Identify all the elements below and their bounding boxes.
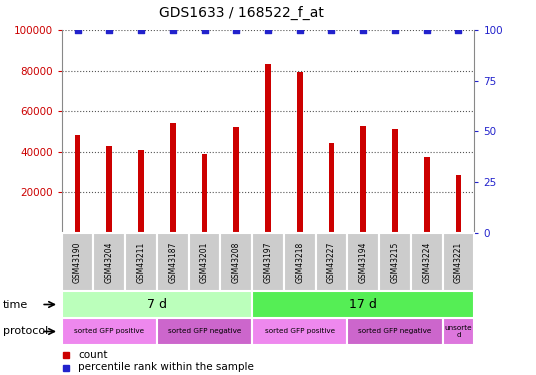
Text: GSM43187: GSM43187	[168, 241, 177, 283]
Text: GDS1633 / 168522_f_at: GDS1633 / 168522_f_at	[159, 6, 324, 20]
Point	[73, 27, 82, 33]
Bar	[62, 233, 93, 291]
Bar	[329, 142, 334, 233]
Point	[454, 27, 463, 33]
Bar	[138, 150, 144, 233]
Point	[200, 27, 209, 33]
Text: GSM43190: GSM43190	[73, 241, 82, 283]
Bar	[443, 318, 474, 345]
Bar	[424, 157, 429, 233]
Bar	[170, 123, 176, 233]
Bar	[443, 233, 474, 291]
Point	[264, 27, 272, 33]
Point	[137, 27, 145, 33]
Bar	[189, 233, 220, 291]
Bar	[233, 128, 239, 233]
Point	[295, 27, 304, 33]
Text: GSM43215: GSM43215	[391, 241, 399, 283]
Bar	[157, 318, 252, 345]
Text: GSM43224: GSM43224	[422, 241, 431, 283]
Text: GSM43211: GSM43211	[137, 242, 145, 283]
Bar	[347, 318, 443, 345]
Text: percentile rank within the sample: percentile rank within the sample	[78, 363, 254, 372]
Bar	[297, 72, 303, 233]
Text: sorted GFP negative: sorted GFP negative	[358, 328, 431, 334]
Bar	[252, 291, 474, 318]
Bar	[379, 233, 411, 291]
Bar	[265, 64, 271, 233]
Bar	[456, 175, 461, 233]
Text: sorted GFP negative: sorted GFP negative	[168, 328, 241, 334]
Bar	[392, 129, 398, 233]
Text: GSM43221: GSM43221	[454, 242, 463, 283]
Text: sorted GFP positive: sorted GFP positive	[265, 328, 335, 334]
Bar	[252, 233, 284, 291]
Bar	[62, 318, 157, 345]
Point	[391, 27, 399, 33]
Text: GSM43194: GSM43194	[359, 241, 368, 283]
Point	[422, 27, 431, 33]
Text: sorted GFP positive: sorted GFP positive	[74, 328, 144, 334]
Point	[168, 27, 177, 33]
Bar	[75, 135, 80, 233]
Text: protocol: protocol	[3, 327, 48, 336]
Bar	[125, 233, 157, 291]
Bar	[220, 233, 252, 291]
Text: count: count	[78, 350, 108, 360]
Bar	[93, 233, 125, 291]
Point	[359, 27, 368, 33]
Text: 7 d: 7 d	[147, 298, 167, 311]
Bar	[252, 318, 347, 345]
Text: unsorte
d: unsorte d	[445, 325, 472, 338]
Text: GSM43218: GSM43218	[295, 242, 304, 283]
Bar	[411, 233, 443, 291]
Text: GSM43204: GSM43204	[105, 241, 114, 283]
Point	[327, 27, 336, 33]
Bar	[157, 233, 189, 291]
Bar	[316, 233, 347, 291]
Text: GSM43208: GSM43208	[232, 241, 241, 283]
Text: GSM43201: GSM43201	[200, 241, 209, 283]
Text: GSM43197: GSM43197	[264, 241, 272, 283]
Text: GSM43227: GSM43227	[327, 241, 336, 283]
Point	[232, 27, 241, 33]
Bar	[360, 126, 366, 233]
Bar	[107, 146, 112, 233]
Point	[105, 27, 114, 33]
Bar	[284, 233, 316, 291]
Bar	[347, 233, 379, 291]
Text: time: time	[3, 300, 28, 309]
Bar	[62, 291, 252, 318]
Text: 17 d: 17 d	[349, 298, 377, 311]
Bar	[202, 154, 207, 233]
